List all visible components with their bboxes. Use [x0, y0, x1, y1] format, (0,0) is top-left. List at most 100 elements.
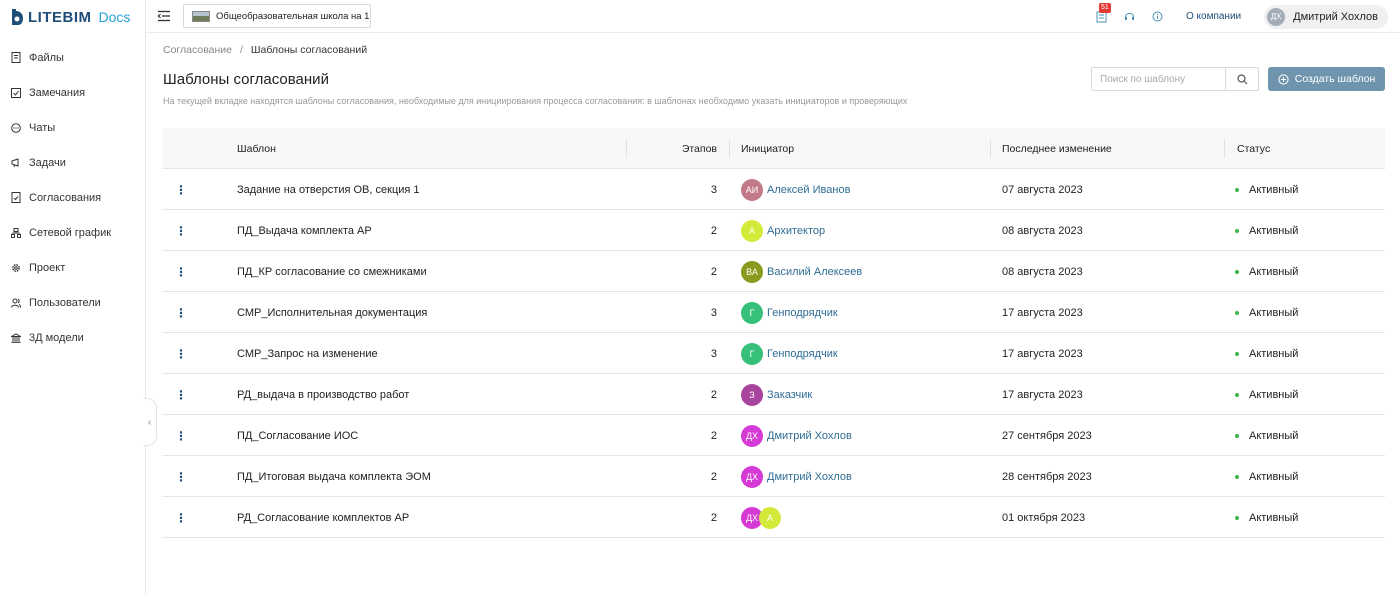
gear-icon	[10, 262, 21, 273]
initiator-name-link[interactable]: Генподрядчик	[767, 347, 838, 360]
users-icon	[10, 297, 21, 308]
initiator-name-link[interactable]: Дмитрий Хохлов	[767, 429, 852, 442]
column-header-stages[interactable]: Этапов	[681, 142, 717, 155]
initiator-name-link[interactable]: Василий Алексеев	[767, 265, 863, 278]
column-header-modified[interactable]: Последнее изменение	[1002, 142, 1112, 155]
status-dot-icon	[1235, 310, 1239, 315]
initiator-name-link[interactable]: Алексей Иванов	[767, 183, 851, 196]
initiator-cell: АИ Алексей Иванов	[741, 169, 850, 210]
row-menu-icon[interactable]: ⋮	[175, 469, 187, 484]
row-menu-icon[interactable]: ⋮	[175, 223, 187, 238]
template-name[interactable]: ПД_Выдача комплекта АР	[237, 224, 372, 237]
flag-icon	[10, 157, 21, 168]
menu-toggle-icon[interactable]	[157, 9, 171, 23]
sidebar-item-network-schedule[interactable]: Сетевой график	[0, 215, 146, 250]
user-menu[interactable]: ДХ Дмитрий Хохлов	[1264, 4, 1388, 29]
create-template-button[interactable]: Создать шаблон	[1268, 67, 1385, 91]
template-name[interactable]: ПД_Согласование ИОС	[237, 429, 359, 442]
chat-icon	[10, 122, 21, 133]
breadcrumb-current: Шаблоны согласований	[250, 44, 368, 56]
approval-doc-icon	[10, 192, 21, 203]
sidebar-item-approvals[interactable]: Согласования	[0, 180, 146, 215]
table-row[interactable]: ⋮ ПД_Согласование ИОС 2 ДХ Дмитрий Хохлов 27 …	[163, 415, 1385, 456]
sidebar-item-label: Сетевой график	[29, 226, 112, 239]
template-name[interactable]: СМР_Исполнительная документация	[237, 306, 428, 319]
sidebar-item-project[interactable]: Проект	[0, 250, 146, 285]
column-header-initiator[interactable]: Инициатор	[741, 142, 795, 155]
template-name[interactable]: СМР_Запрос на изменение	[237, 347, 378, 360]
row-menu-icon[interactable]: ⋮	[175, 387, 187, 402]
last-modified: 08 августа 2023	[1002, 224, 1083, 237]
table-row[interactable]: ⋮ РД_Согласование комплектов АР 2 ДХ А 01 окт…	[163, 497, 1385, 538]
status-badge: Активный	[1235, 415, 1298, 456]
sidebar-collapse-toggle[interactable]: ‹	[143, 398, 157, 446]
initiator-name-link[interactable]: Заказчик	[767, 388, 813, 401]
status-label: Активный	[1249, 265, 1299, 278]
row-menu-icon[interactable]: ⋮	[175, 305, 187, 320]
headset-icon[interactable]	[1121, 8, 1139, 26]
user-name: Дмитрий Хохлов	[1293, 10, 1378, 23]
initiator-avatars: З	[741, 383, 763, 406]
sidebar-item-label: Проект	[29, 261, 66, 274]
sidebar-item-tasks[interactable]: Задачи	[0, 145, 146, 180]
template-name[interactable]: Задание на отверстия ОВ, секция 1	[237, 183, 420, 196]
initiator-cell: ДХ Дмитрий Хохлов	[741, 415, 852, 456]
sidebar-item-files[interactable]: Файлы	[0, 40, 146, 75]
notifications-badge: 51	[1098, 2, 1111, 13]
table-row[interactable]: ⋮ Задание на отверстия ОВ, секция 1 3 АИ Але…	[163, 169, 1385, 210]
breadcrumb: Согласование / Шаблоны согласований	[163, 44, 367, 56]
initiator-name-link[interactable]: Архитектор	[767, 224, 826, 237]
breadcrumb-parent[interactable]: Согласование	[163, 44, 232, 56]
column-header-name[interactable]: Шаблон	[237, 142, 276, 155]
sidebar-item-users[interactable]: Пользователи	[0, 285, 146, 320]
initiator-name-link[interactable]: Генподрядчик	[767, 306, 838, 319]
status-badge: Активный	[1235, 456, 1298, 497]
initiator-cell: ДХ А	[741, 497, 781, 538]
status-dot-icon	[1235, 187, 1239, 192]
status-dot-icon	[1235, 392, 1239, 397]
initiator-name-link[interactable]: Дмитрий Хохлов	[767, 470, 852, 483]
row-menu-icon[interactable]: ⋮	[175, 264, 187, 279]
logo-icon	[10, 8, 24, 26]
sidebar-item-chats[interactable]: Чаты	[0, 110, 146, 145]
initiator-cell: А Архитектор	[741, 210, 825, 251]
avatar: А	[741, 219, 763, 242]
row-menu-icon[interactable]: ⋮	[175, 346, 187, 361]
notifications-icon[interactable]: 51	[1093, 2, 1111, 26]
table-row[interactable]: ⋮ СМР_Исполнительная документация 3 Г Генпод…	[163, 292, 1385, 333]
table-row[interactable]: ⋮ ПД_Выдача комплекта АР 2 А Архитектор 08 ав…	[163, 210, 1385, 251]
status-badge: Активный	[1235, 169, 1298, 210]
table-body: ⋮ Задание на отверстия ОВ, секция 1 3 АИ Але…	[163, 169, 1385, 538]
about-company-link[interactable]: О компании	[1185, 11, 1242, 22]
search-input[interactable]	[1092, 68, 1225, 90]
column-divider	[626, 139, 627, 158]
table-row[interactable]: ⋮ РД_выдача в производство работ 2 З Заказчи…	[163, 374, 1385, 415]
logo[interactable]: LITEBIM Docs	[10, 7, 130, 27]
initiator-cell: З Заказчик	[741, 374, 812, 415]
avatar: АИ	[741, 178, 763, 201]
project-selector[interactable]: Общеобразовательная школа на 1С	[183, 4, 371, 28]
template-name[interactable]: РД_выдача в производство работ	[237, 388, 410, 401]
info-icon[interactable]	[1149, 8, 1167, 26]
row-menu-icon[interactable]: ⋮	[175, 428, 187, 443]
template-name[interactable]: ПД_Итоговая выдача комплекта ЭОМ	[237, 470, 431, 483]
column-header-status[interactable]: Статус	[1237, 142, 1271, 155]
last-modified: 17 августа 2023	[1002, 347, 1083, 360]
status-label: Активный	[1249, 347, 1299, 360]
row-menu-icon[interactable]: ⋮	[175, 182, 187, 197]
table-row[interactable]: ⋮ ПД_КР согласование со смежниками 2 ВА Васи…	[163, 251, 1385, 292]
table-header: Шаблон Этапов Инициатор Последнее измене…	[163, 128, 1385, 169]
template-name[interactable]: РД_Согласование комплектов АР	[237, 511, 410, 524]
table-row[interactable]: ⋮ ПД_Итоговая выдача комплекта ЭОМ 2 ДХ Дмит…	[163, 456, 1385, 497]
sidebar-item-3d-models[interactable]: 3Д модели	[0, 320, 146, 355]
status-dot-icon	[1235, 351, 1239, 356]
templates-table: Шаблон Этапов Инициатор Последнее измене…	[163, 128, 1385, 538]
sidebar-item-remarks[interactable]: Замечания	[0, 75, 146, 110]
status-badge: Активный	[1235, 333, 1298, 374]
row-menu-icon[interactable]: ⋮	[175, 510, 187, 525]
template-name[interactable]: ПД_КР согласование со смежниками	[237, 265, 427, 278]
avatar: Г	[741, 342, 763, 365]
search-button[interactable]	[1225, 68, 1258, 90]
sidebar-item-label: Согласования	[29, 191, 102, 204]
table-row[interactable]: ⋮ СМР_Запрос на изменение 3 Г Генподрядчик 17…	[163, 333, 1385, 374]
